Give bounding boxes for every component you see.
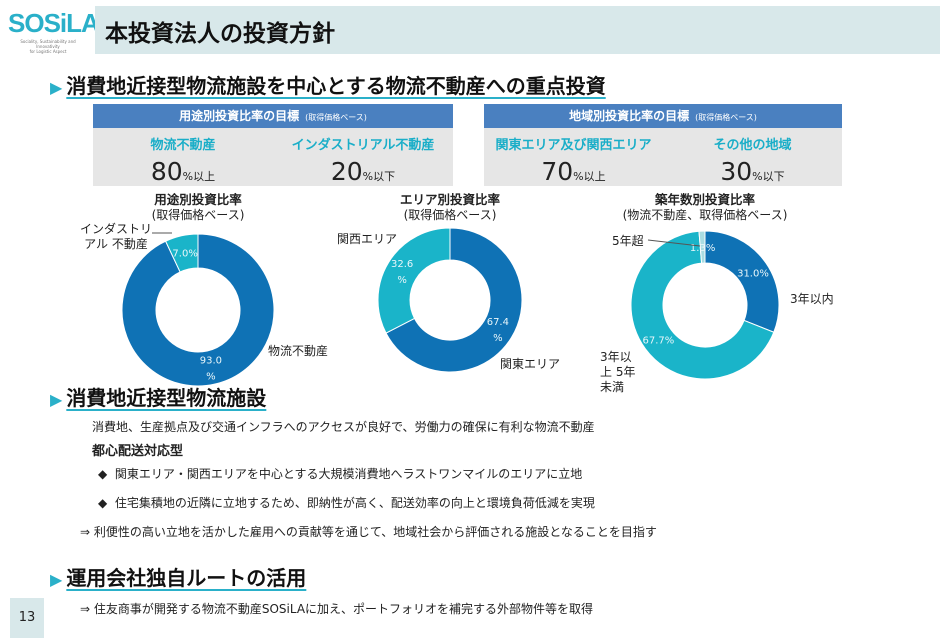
section2-subtitle: 都心配送対応型 xyxy=(92,444,184,459)
page-title: 本投資法人の投資方針 xyxy=(105,21,335,47)
target-title: 地域別投資比率の目標 xyxy=(569,109,690,123)
section2-description: 消費地、生産拠点及び交通インフラへのアクセスが良好で、労働力の確保に有利な物流不… xyxy=(92,420,595,434)
target-value: 70 xyxy=(541,157,574,186)
section1-heading: ▶ 消費地近接型物流施設を中心とする物流不動産への重点投資 xyxy=(50,74,606,98)
target-unit: %以下 xyxy=(362,170,396,183)
target-value: 20 xyxy=(330,157,363,186)
slice-value-label: 93.0 xyxy=(200,356,222,367)
target-basis: (取得価格ベース) xyxy=(695,113,757,122)
slice-value-label: 1.3% xyxy=(690,243,715,254)
slice-value-label: 67.7% xyxy=(643,336,675,347)
target-label: その他の地域 xyxy=(713,138,792,153)
target-box-region: 地域別投資比率の目標 (取得価格ベース) 関東エリア及び関西エリア 70%以上 その… xyxy=(484,104,842,186)
target-value: 80 xyxy=(150,157,183,186)
section3-heading: ▶ 運用会社独自ルートの活用 xyxy=(50,566,307,590)
target-label: インダストリアル不動産 xyxy=(291,138,435,153)
label-kanto: 関東エリア xyxy=(500,357,561,371)
donut-slice xyxy=(121,233,275,387)
triangle-bullet-icon: ▶ xyxy=(50,390,63,409)
target-value: 30 xyxy=(720,157,753,186)
target-label: 関東エリア及び関西エリア xyxy=(495,138,652,153)
section2-heading: ▶ 消費地近接型物流施設 xyxy=(50,386,267,410)
label-over-5y: 5年超 xyxy=(612,234,644,248)
slice-value-label: % xyxy=(206,372,216,383)
section2-conclusion: ⇒ 利便性の高い立地を活かした雇用への貢献等を通じて、地域社会から評価される施設… xyxy=(80,525,657,539)
title-bar: 本投資法人の投資方針 xyxy=(95,6,940,54)
label-within-3y: 3年以内 xyxy=(790,292,834,306)
slice-value-label: 7.0% xyxy=(172,248,197,259)
slice-value-label: % xyxy=(493,333,503,344)
diamond-bullet-icon: ◆ xyxy=(98,496,108,510)
bullet-item: ◆ 関東エリア・関西エリアを中心とする大規模消費地へラストワンマイルのエリアに立… xyxy=(98,467,583,481)
slice-value-label: 32.6 xyxy=(391,259,413,270)
chart3-title: 築年数別投資比率 (物流不動産、取得価格ベース) xyxy=(622,192,788,222)
section3-text: ⇒ 住友商事が開発する物流不動産SOSiLAに加え、ポートフォリオを補完する外部… xyxy=(80,602,594,616)
diamond-bullet-icon: ◆ xyxy=(98,467,108,481)
label-logistics: 物流不動産 xyxy=(268,344,329,358)
target-unit: %以上 xyxy=(573,170,606,183)
chart2-title: エリア別投資比率 (取得価格ベース) xyxy=(399,192,500,222)
target-title: 用途別投資比率の目標 xyxy=(179,109,300,123)
leader-line xyxy=(647,239,701,247)
chart1-title: 用途別投資比率 (取得価格ベース) xyxy=(151,192,245,222)
target-label: 物流不動産 xyxy=(150,138,216,153)
target-unit: %以下 xyxy=(752,170,785,183)
slice-value-label: % xyxy=(397,275,407,286)
triangle-bullet-icon: ▶ xyxy=(50,78,63,97)
donut-slice xyxy=(164,233,199,273)
target-unit: %以上 xyxy=(182,170,216,183)
target-box-usage: 用途別投資比率の目標 (取得価格ベース) 物流不動産 80%以上 インダストリアル不… xyxy=(93,104,453,186)
bullet-item: ◆ 住宅集積地の近隣に立地するため、即納性が高く、配送効率の向上と環境負荷低減を… xyxy=(98,496,595,510)
label-3-5y: 3年以上 5年未満 xyxy=(600,350,636,394)
donut-slice xyxy=(377,227,451,334)
label-industrial: インダストリアル 不動産 xyxy=(79,222,152,251)
donut-slice xyxy=(385,227,523,373)
label-kansai: 関西エリア xyxy=(337,232,398,246)
donut-slice xyxy=(698,230,706,264)
target-basis: (取得価格ベース) xyxy=(305,113,367,122)
slice-value-label: 31.0% xyxy=(737,268,769,279)
page-number: 13 xyxy=(10,598,44,638)
sosila-logo: SOSiLA Sociality, Sustainability and Inn… xyxy=(8,8,100,54)
slice-value-label: 67.4 xyxy=(487,317,509,328)
donut-slice xyxy=(704,230,780,333)
triangle-bullet-icon: ▶ xyxy=(50,570,63,589)
donut-slice xyxy=(630,230,775,380)
